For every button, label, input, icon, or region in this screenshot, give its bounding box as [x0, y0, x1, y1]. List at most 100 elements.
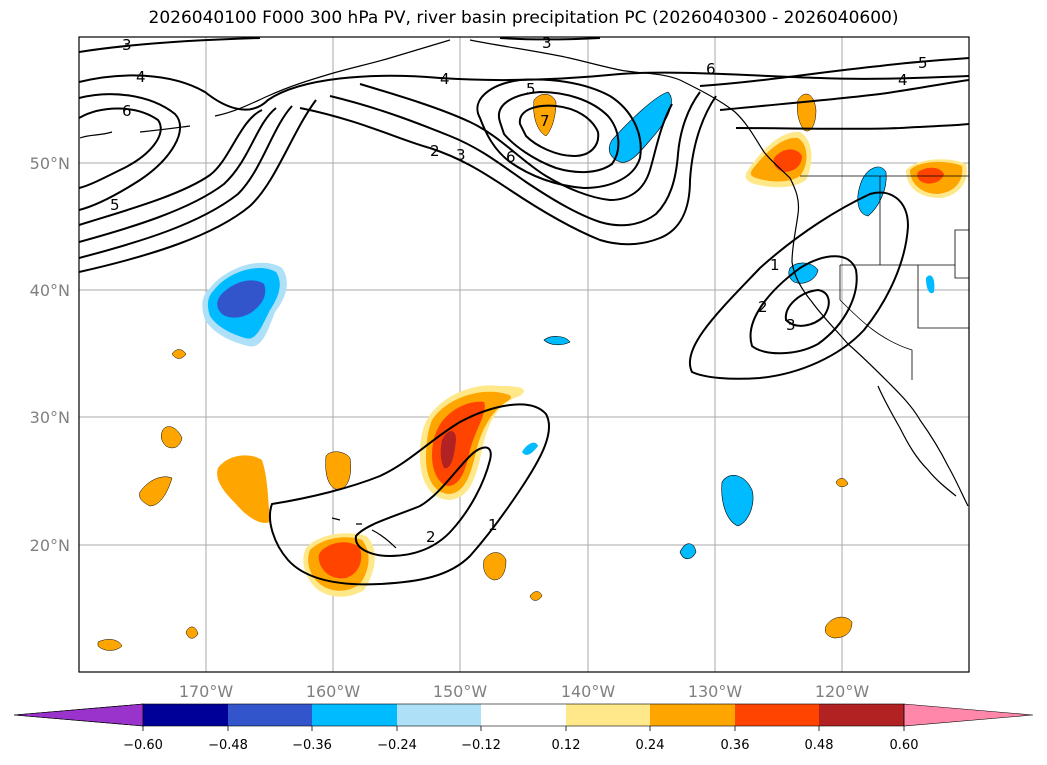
colorbar-segment: [481, 704, 566, 726]
colorbar-extend-right: [903, 703, 1034, 727]
pv-contour-cal-1: [689, 191, 910, 380]
precip-patch-pos-bc-core: [773, 149, 802, 172]
map-area: [79, 37, 969, 672]
coastline-aleutians: [79, 39, 451, 139]
pv-contour-nested-west: [79, 99, 317, 273]
colorbar-tick-label: 0.36: [721, 738, 750, 753]
contour-label: 2: [758, 298, 768, 316]
pv-contour-6-west: [79, 107, 162, 189]
colorbar-segment: [819, 704, 904, 726]
map-frame: [78, 36, 970, 673]
precip-patch-pos-tiny-e: [835, 478, 849, 487]
precip-patch-pos-tiny-a: [97, 639, 123, 651]
pv-contour-2-low: [299, 95, 717, 246]
colorbar-segment: [228, 704, 312, 726]
coastline-west-coast: [763, 151, 969, 507]
precip-patch-neg-dateline-core: [217, 280, 266, 318]
pv-contour-trough-1: [269, 403, 551, 586]
contour-label: 3: [542, 34, 552, 52]
lat-label: 20°N: [30, 536, 70, 555]
precip-patch-neg-small-d: [522, 442, 538, 455]
precip-patch-neg-gulf: [608, 91, 672, 163]
precip-patch-pos-hawaii-core: [318, 542, 362, 579]
lon-label: 140°W: [561, 682, 616, 701]
precip-patch-pos-tiny-b: [185, 626, 199, 639]
contour-label: 4: [440, 70, 450, 88]
colorbar-tick-label: −0.24: [377, 738, 417, 753]
contour-label: 5: [918, 54, 928, 72]
contour-label: 3: [456, 146, 466, 164]
colorbar-tick-label: 0.48: [805, 738, 834, 753]
lon-label: 170°W: [179, 682, 234, 701]
contour-label: 7: [540, 112, 550, 130]
precip-patch-pos-tiny-d: [529, 591, 543, 601]
pv-contour-5-east: [699, 57, 969, 87]
gridlines: [79, 37, 969, 672]
contour-label: 6: [506, 148, 516, 166]
pv-contour-4-east: [719, 79, 969, 111]
lat-label: 50°N: [30, 154, 70, 173]
colorbar-segment: [312, 704, 397, 726]
colorbar-tick-label: 0.12: [552, 738, 581, 753]
pv-contour-1-east: [735, 123, 969, 130]
lat-label: 40°N: [30, 281, 70, 300]
lon-label: 120°W: [815, 682, 870, 701]
precip-patch-pos-west: [217, 455, 270, 523]
colorbar-tick-label: −0.12: [461, 738, 501, 753]
contour-label: 4: [898, 71, 908, 89]
precip-patch-pos-small-north: [160, 426, 183, 449]
colorbar-tick-label: −0.60: [123, 738, 163, 753]
precip-patch-pos-alaska: [797, 93, 817, 132]
colorbar-segment: [397, 704, 481, 726]
contour-labels: 3 3 4 4 4 5 5 5 6 6 7 2 3 6 1 2 3 2 1: [110, 34, 928, 546]
colorbar-segment: [735, 704, 819, 726]
pv-contour-trough-2: [354, 446, 492, 558]
colorbar-outline: [142, 703, 905, 727]
pv-contour-3-low: [329, 91, 701, 227]
lon-label: 150°W: [433, 682, 488, 701]
colorbar: −0.60 −0.48 −0.36 −0.24 −0.12 0.12 0.24 …: [13, 703, 1034, 753]
colorbar-tick-label: −0.36: [292, 738, 332, 753]
pv-contour-5-gulf: [476, 78, 642, 190]
pv-contour-6-gulf: [497, 90, 620, 174]
pv-contour-7-gulf: [518, 104, 600, 158]
political-borders: [800, 175, 969, 380]
contour-label: 2: [430, 142, 440, 160]
precip-patch-neg-oregon: [857, 166, 887, 217]
precip-patch-neg-small-b: [543, 336, 571, 346]
pv-contour-4-west: [79, 71, 969, 111]
colorbar-segment: [143, 704, 228, 726]
contour-label: 5: [526, 80, 536, 98]
contour-label: 1: [770, 256, 780, 274]
colorbar-extend-left: [13, 703, 144, 727]
colorbar-tick-label: 0.24: [636, 738, 665, 753]
pv-contour-cal-2: [749, 255, 858, 355]
lon-label: 130°W: [688, 682, 743, 701]
precip-patch-neg-small-c: [926, 275, 935, 294]
lat-label: 30°N: [30, 408, 70, 427]
precip-patch-pos-small-west: [139, 476, 173, 507]
contour-label: 6: [706, 60, 716, 78]
contour-label: 4: [136, 68, 146, 86]
precip-patch-neg-small-a: [679, 543, 697, 560]
figure-title: 2026040100 F000 300 hPa PV, river basin …: [148, 8, 899, 28]
precip-patch-neg-east-pacific: [721, 475, 754, 527]
precip-patch-pos-tiny-c: [171, 349, 187, 359]
colorbar-segment: [566, 704, 650, 726]
pv-contour-cal-3: [784, 288, 830, 327]
precip-patch-pos-baja: [825, 616, 853, 639]
lat-axis-labels: 50°N 40°N 30°N 20°N: [30, 154, 70, 555]
contour-label: 2: [426, 528, 436, 546]
colorbar-tick-label: 0.60: [890, 738, 919, 753]
colorbar-segment: [650, 704, 735, 726]
contour-label: 5: [110, 196, 120, 214]
contour-label: 6: [122, 102, 132, 120]
border-states: [839, 176, 969, 380]
precip-patch-pos-south: [483, 552, 507, 581]
pv-contour-5-west: [79, 93, 181, 211]
coastline-hawaii: [331, 517, 397, 549]
pv-contour-3-top: [79, 37, 601, 53]
precip-patch-pos-subtropic-peak: [440, 431, 456, 469]
lon-axis-labels: 170°W 160°W 150°W 140°W 130°W 120°W: [179, 682, 870, 701]
